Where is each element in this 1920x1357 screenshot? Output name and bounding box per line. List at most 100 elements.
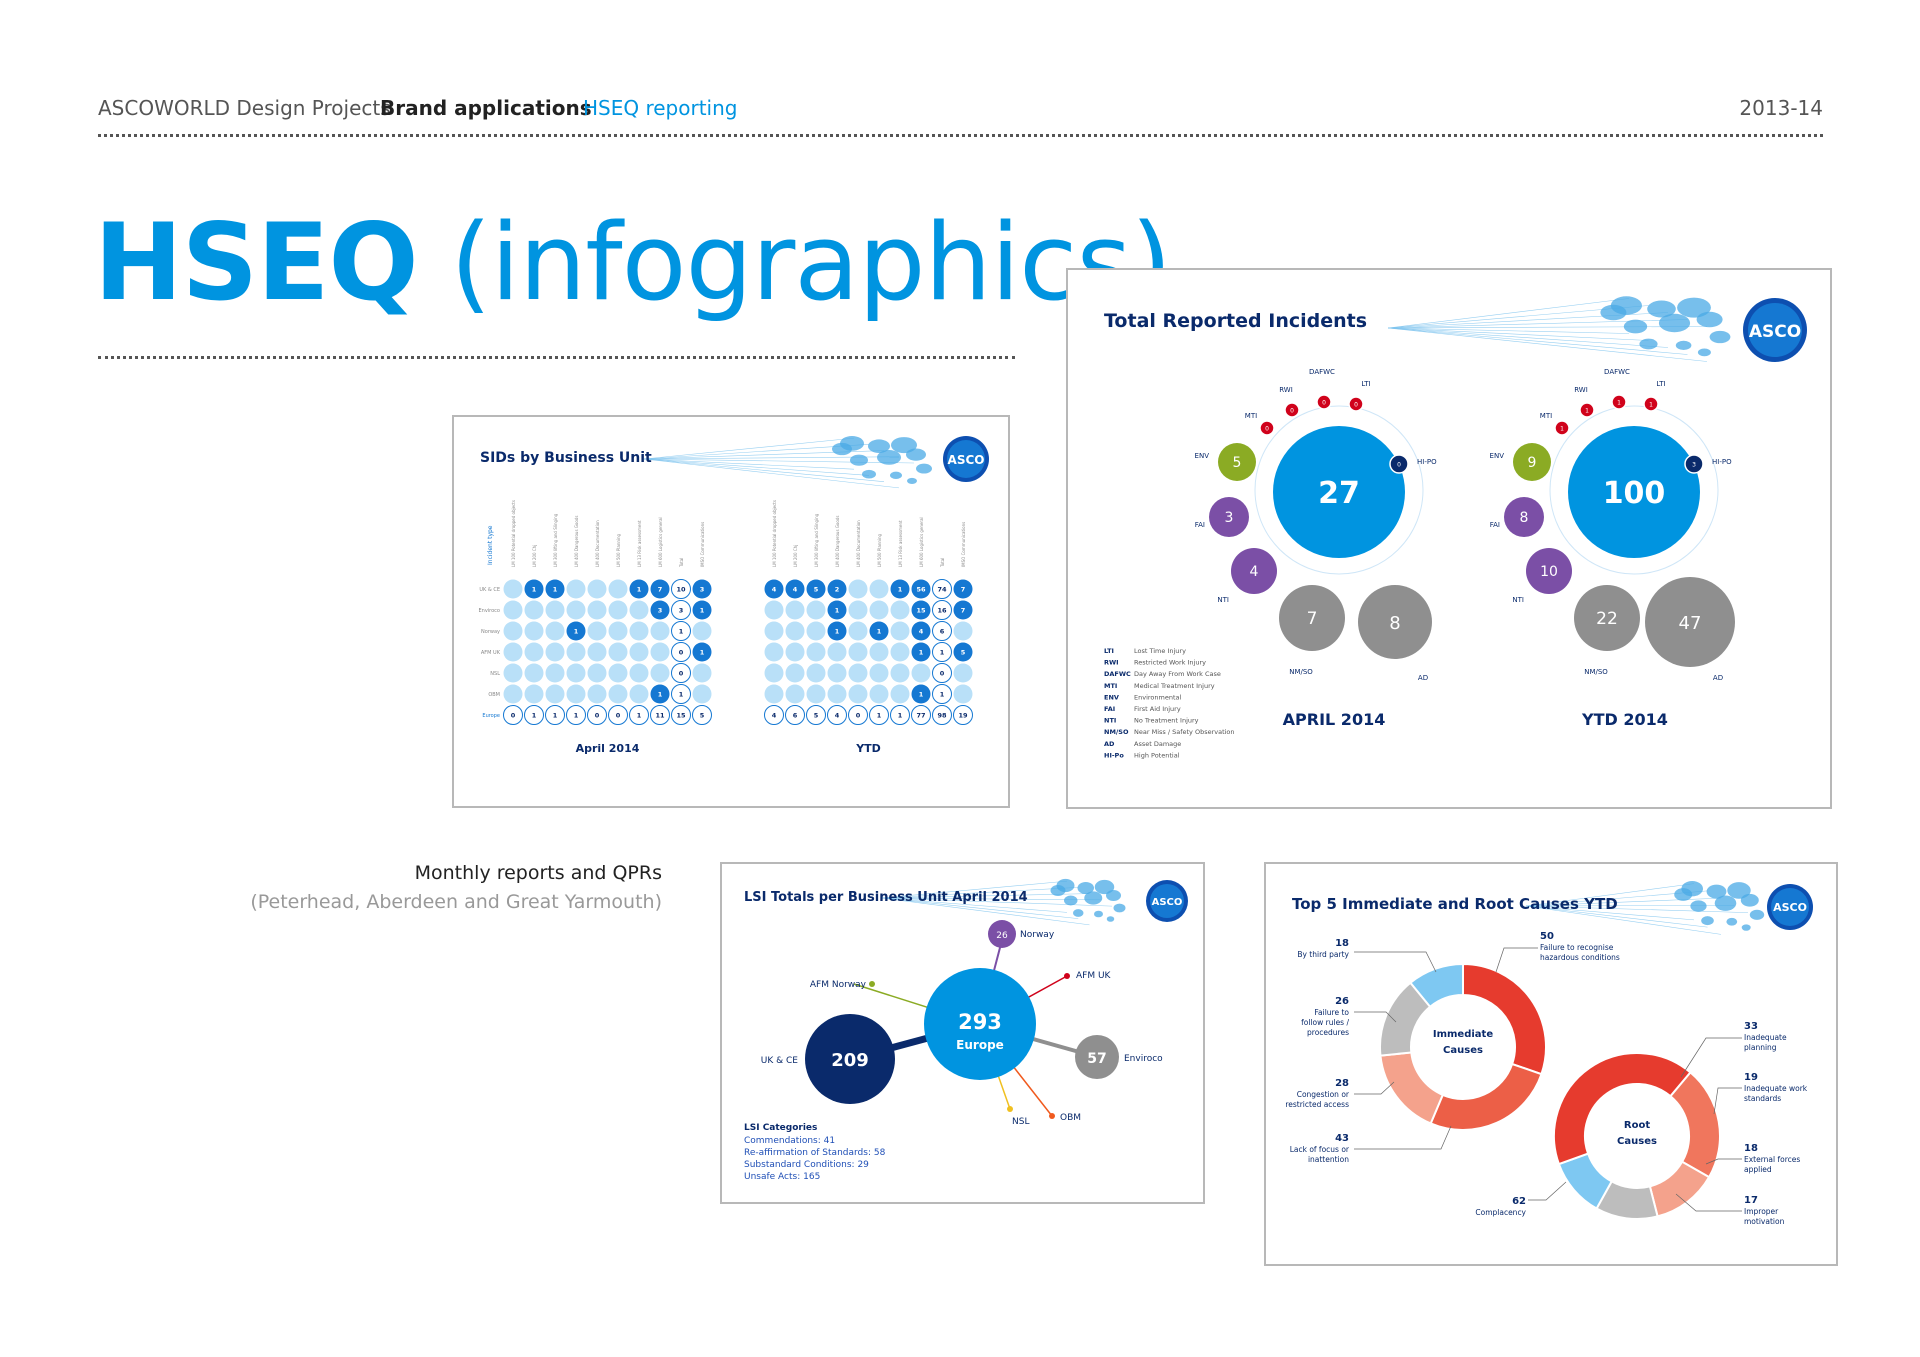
node-norway-value: 26 <box>996 931 1008 941</box>
tri-small-label: HI-PO <box>1712 458 1732 466</box>
tri-legend-text: Environmental <box>1134 693 1181 701</box>
sids-cell <box>932 579 952 599</box>
map-line <box>881 887 1079 899</box>
sids-cell <box>671 642 691 662</box>
sids-cell <box>503 642 523 662</box>
tri-small-bubble <box>1316 394 1332 410</box>
sids-cell <box>650 642 670 662</box>
causes-title: Top 5 Immediate and Root Causes YTD <box>1292 895 1618 913</box>
sids-cell <box>608 642 628 662</box>
sids-cell <box>545 705 565 725</box>
sids-cell <box>650 579 670 599</box>
sids-cell <box>650 663 670 683</box>
sids-cell-value: 1 <box>679 628 684 636</box>
sids-cell-value: 1 <box>553 586 558 594</box>
map-line <box>881 897 1090 926</box>
tri-bubble-label: NM/SO <box>1584 668 1608 676</box>
node-ukce <box>805 1014 895 1104</box>
sids-cell <box>671 684 691 704</box>
sids-cell-value: 2 <box>835 586 840 594</box>
sids-cell <box>629 684 649 704</box>
sids-cell-value: 3 <box>658 607 663 615</box>
sids-cell <box>671 705 691 725</box>
sids-cell-value: 1 <box>574 712 579 720</box>
sids-column-label: LM 400 Dangerous Goods <box>835 516 840 567</box>
page-title-bold: HSEQ <box>94 201 419 324</box>
sids-cell <box>806 705 826 725</box>
header-year: 2013-14 <box>1739 96 1823 120</box>
sids-cell <box>806 579 826 599</box>
sids-cell <box>848 621 868 641</box>
map-land <box>1084 891 1103 905</box>
map-land <box>1106 916 1115 922</box>
sids-cell <box>503 705 523 725</box>
tri-small-value: 0 <box>1265 426 1269 433</box>
sids-cell-value: 4 <box>835 712 840 720</box>
sids-cell <box>650 600 670 620</box>
causes-label: motivation <box>1744 1217 1785 1226</box>
sids-cell <box>587 621 607 641</box>
sids-cell <box>566 600 586 620</box>
map-line <box>1525 905 1695 921</box>
map-land <box>1106 890 1121 901</box>
tri-small-bubble <box>1284 402 1300 418</box>
asco-logo: ASCO <box>943 436 989 482</box>
sids-cell <box>911 642 931 662</box>
tri-small-label: LTI <box>1361 380 1370 388</box>
sids-cell <box>869 663 889 683</box>
tri-small-value: 1 <box>1560 426 1564 433</box>
causes-leader-line <box>1675 1193 1742 1212</box>
sids-cell <box>692 642 712 662</box>
sids-cell <box>953 621 973 641</box>
sids-cell-value: 1 <box>574 628 579 636</box>
sids-cell <box>911 705 931 725</box>
tri-total-value: 100 <box>1603 476 1666 511</box>
tri-bubble-env <box>1513 443 1551 481</box>
sids-cell <box>587 579 607 599</box>
tri-bubble-label: NTI <box>1512 596 1524 604</box>
sids-cell <box>524 684 544 704</box>
tri-bubble-value: 8 <box>1389 613 1400 634</box>
map-land <box>877 450 901 465</box>
sids-cell <box>848 579 868 599</box>
tri-bubble-value: 22 <box>1596 609 1618 629</box>
tri-legend-text: Lost Time Injury <box>1134 647 1186 655</box>
sids-cell <box>503 621 523 641</box>
tri-ytd-group: 100 1 MTI 1 RWI 1 DAFWC 1 LTI 3 HI-PO 9 ENV 8 FAI 10 NTI… <box>1490 368 1735 682</box>
header-project: ASCOWORLD Design Projects <box>98 96 391 120</box>
tri-legend-text: Restricted Work Injury <box>1134 659 1206 667</box>
map-land <box>916 463 932 474</box>
tri-legend-text: First Aid Injury <box>1134 705 1181 713</box>
sids-cell-value: 1 <box>877 628 882 636</box>
map-land <box>1610 296 1642 315</box>
sids-cell <box>806 642 826 662</box>
map-line <box>1525 905 1749 913</box>
asco-logo-text: ASCO <box>1749 322 1801 342</box>
sids-cell <box>692 621 712 641</box>
sids-cell <box>671 600 691 620</box>
sids-cell <box>692 663 712 683</box>
map-line <box>881 897 1079 919</box>
sids-column-label: LM 500 Planning <box>616 533 621 567</box>
sids-row-header: Incident type <box>487 525 494 565</box>
causes-label: Complacency <box>1475 1208 1526 1217</box>
donut-immediate-center-2: Causes <box>1443 1045 1483 1056</box>
sids-cell-value: 1 <box>679 691 684 699</box>
causes-svg: Top 5 Immediate and Root Causes YTD ASCO… <box>1285 881 1813 1226</box>
sids-cell <box>692 684 712 704</box>
sids-column-label: LM 13 Risk assessment <box>898 520 903 567</box>
sids-cell <box>890 642 910 662</box>
lsi-categories-title: LSI Categories <box>744 1123 817 1133</box>
world-map-icon <box>1387 296 1731 362</box>
tri-bubble-value: 5 <box>1233 455 1242 471</box>
map-land <box>1658 313 1691 333</box>
causes-label: planning <box>1744 1043 1777 1052</box>
sids-cell <box>890 684 910 704</box>
map-line <box>1387 327 1708 362</box>
sids-cell <box>608 705 628 725</box>
sids-cell-value: 1 <box>835 607 840 615</box>
sids-cell <box>587 705 607 725</box>
tri-legend-text: Near Miss / Safety Observation <box>1134 728 1235 736</box>
causes-value: 18 <box>1335 938 1349 949</box>
tri-legend-abbr: AD <box>1104 740 1115 748</box>
